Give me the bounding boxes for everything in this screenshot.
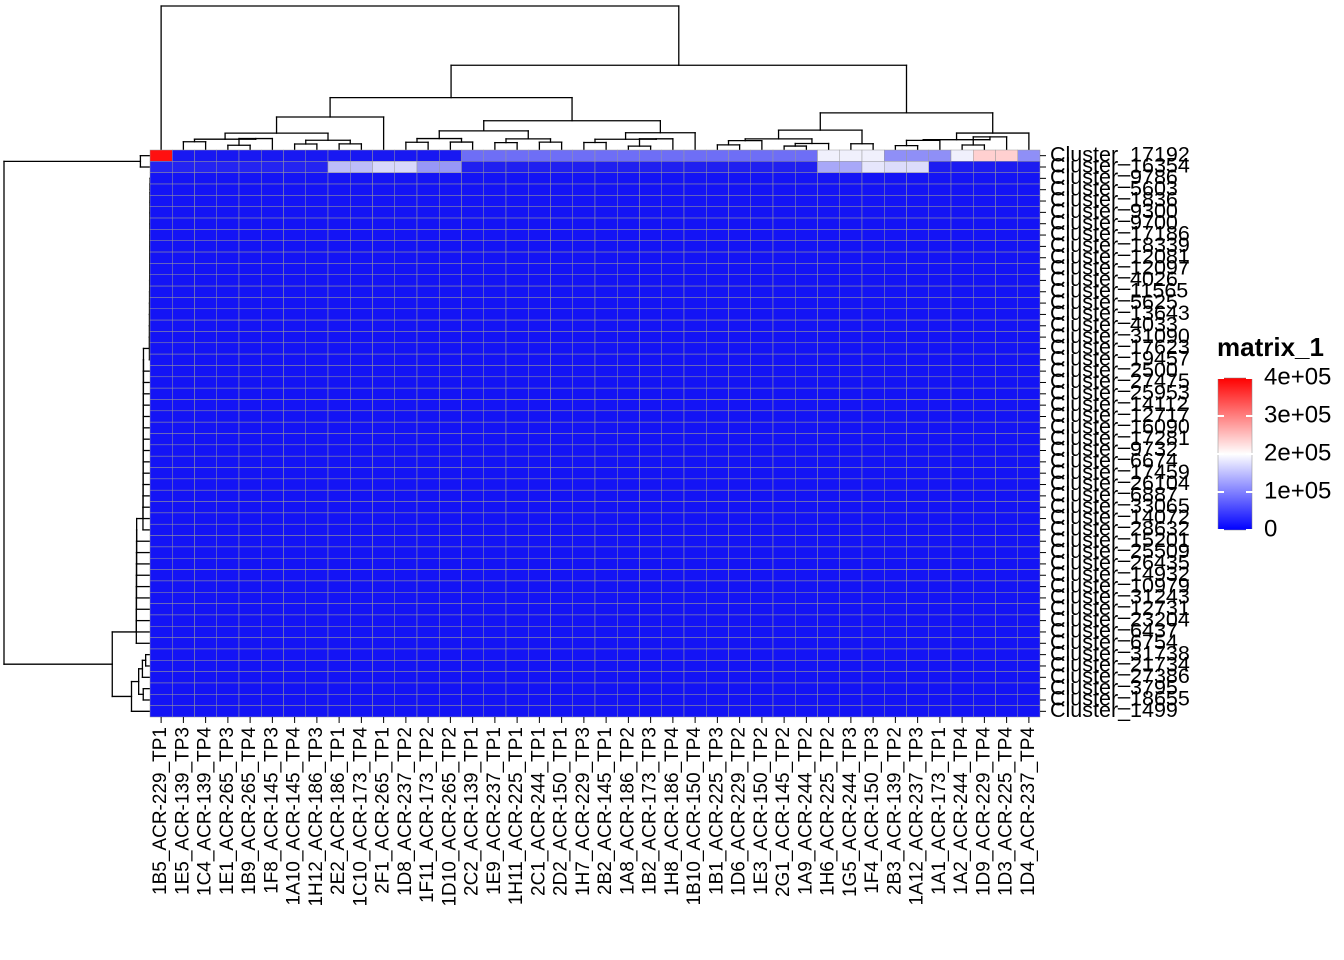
svg-text:1A12_ACR-237_TP3: 1A12_ACR-237_TP3 — [907, 727, 928, 906]
svg-text:1B1_ACR-225_TP3: 1B1_ACR-225_TP3 — [706, 727, 727, 895]
svg-text:2D2_ACR-150_TP1: 2D2_ACR-150_TP1 — [551, 727, 572, 896]
svg-text:2B2_ACR-145_TP1: 2B2_ACR-145_TP1 — [595, 727, 616, 895]
svg-text:1H11_ACR-225_TP1: 1H11_ACR-225_TP1 — [506, 727, 527, 905]
svg-text:1H7_ACR-229_TP3: 1H7_ACR-229_TP3 — [573, 727, 594, 896]
svg-text:1C10_ACR-173_TP4: 1C10_ACR-173_TP4 — [350, 727, 371, 907]
svg-text:1E5_ACR-139_TP3: 1E5_ACR-139_TP3 — [172, 727, 193, 895]
svg-text:4e+05: 4e+05 — [1264, 363, 1331, 390]
svg-text:3e+05: 3e+05 — [1264, 401, 1331, 428]
svg-text:1E1_ACR-265_TP3: 1E1_ACR-265_TP3 — [217, 727, 238, 895]
svg-text:1D4_ACR-237_TP4: 1D4_ACR-237_TP4 — [1018, 727, 1039, 896]
svg-text:2C1_ACR-244_TP1: 2C1_ACR-244_TP1 — [528, 727, 549, 896]
svg-text:1A10_ACR-145_TP4: 1A10_ACR-145_TP4 — [284, 727, 305, 906]
svg-text:2e+05: 2e+05 — [1264, 439, 1331, 466]
svg-text:1C4_ACR-139_TP4: 1C4_ACR-139_TP4 — [195, 727, 216, 896]
svg-text:2B3_ACR-139_TP2: 2B3_ACR-139_TP2 — [884, 727, 905, 895]
svg-text:2G1_ACR-145_TP2: 2G1_ACR-145_TP2 — [773, 727, 794, 897]
svg-text:1F11_ACR-173_TP2: 1F11_ACR-173_TP2 — [417, 727, 438, 903]
svg-text:1E9_ACR-237_TP1: 1E9_ACR-237_TP1 — [484, 727, 505, 895]
svg-text:1e+05: 1e+05 — [1264, 477, 1331, 504]
svg-text:2E2_ACR-186_TP1: 2E2_ACR-186_TP1 — [328, 727, 349, 895]
svg-text:1G5_ACR-244_TP3: 1G5_ACR-244_TP3 — [840, 727, 861, 897]
svg-text:2C2_ACR-139_TP1: 2C2_ACR-139_TP1 — [462, 727, 483, 896]
svg-text:1B9_ACR-265_TP4: 1B9_ACR-265_TP4 — [239, 727, 260, 895]
svg-text:1D6_ACR-229_TP2: 1D6_ACR-229_TP2 — [729, 727, 750, 896]
svg-text:1H6_ACR-225_TP2: 1H6_ACR-225_TP2 — [818, 727, 839, 896]
svg-text:1A8_ACR-186_TP2: 1A8_ACR-186_TP2 — [617, 727, 638, 895]
svg-text:1H12_ACR-186_TP3: 1H12_ACR-186_TP3 — [306, 727, 327, 907]
svg-text:1A2_ACR-244_TP4: 1A2_ACR-244_TP4 — [951, 727, 972, 895]
svg-text:1D10_ACR-265_TP2: 1D10_ACR-265_TP2 — [439, 727, 460, 907]
svg-text:1B10_ACR-150_TP4: 1B10_ACR-150_TP4 — [684, 727, 705, 906]
svg-text:1H8_ACR-186_TP4: 1H8_ACR-186_TP4 — [662, 727, 683, 896]
svg-text:1B5_ACR-229_TP1: 1B5_ACR-229_TP1 — [150, 727, 171, 895]
svg-text:1D3_ACR-225_TP4: 1D3_ACR-225_TP4 — [996, 727, 1017, 896]
svg-text:1F4_ACR-150_TP3: 1F4_ACR-150_TP3 — [862, 727, 883, 894]
svg-text:1F8_ACR-145_TP3: 1F8_ACR-145_TP3 — [261, 727, 282, 894]
svg-text:0: 0 — [1264, 515, 1277, 542]
svg-text:Cluster_1499: Cluster_1499 — [1050, 698, 1178, 722]
svg-text:1D8_ACR-237_TP2: 1D8_ACR-237_TP2 — [395, 727, 416, 896]
svg-text:1B2_ACR-173_TP3: 1B2_ACR-173_TP3 — [640, 727, 661, 895]
svg-text:1A1_ACR-173_TP1: 1A1_ACR-173_TP1 — [929, 727, 950, 895]
svg-text:1D9_ACR-229_TP4: 1D9_ACR-229_TP4 — [973, 727, 994, 896]
svg-text:1A9_ACR-244_TP2: 1A9_ACR-244_TP2 — [795, 727, 816, 895]
svg-text:1E3_ACR-150_TP2: 1E3_ACR-150_TP2 — [751, 727, 772, 895]
svg-text:2F1_ACR-265_TP1: 2F1_ACR-265_TP1 — [373, 727, 394, 894]
svg-text:matrix_1: matrix_1 — [1217, 332, 1324, 362]
